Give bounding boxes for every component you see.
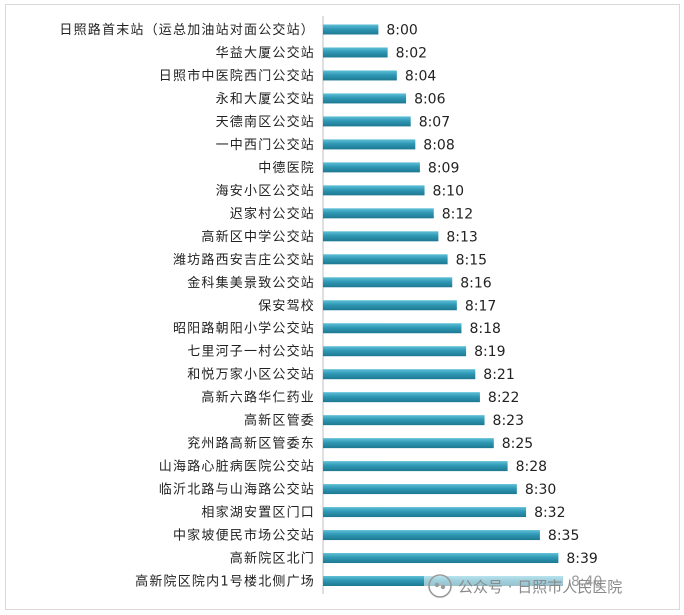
bar	[323, 530, 540, 541]
bar	[323, 70, 397, 81]
bar	[323, 116, 411, 127]
category-label: 兖州路高新区管委东	[187, 436, 315, 452]
bar	[323, 93, 407, 104]
data-label: 8:18	[469, 321, 500, 337]
category-label: 潍坊路西安吉庄公交站	[173, 252, 315, 268]
bar	[323, 392, 480, 403]
bar	[323, 47, 388, 58]
watermark: 公众号 · 日照市人民医院	[424, 573, 627, 599]
bar	[323, 346, 467, 357]
wechat-official-account-icon	[428, 574, 452, 598]
category-label: 高新区管委	[244, 413, 315, 429]
data-label: 8:21	[483, 367, 514, 383]
bar	[323, 323, 462, 334]
data-label: 8:30	[525, 482, 556, 498]
bar	[323, 162, 420, 173]
category-label: 七里河子一村公交站	[187, 344, 315, 360]
bar	[323, 139, 416, 150]
bar	[323, 553, 559, 564]
data-label: 8:17	[465, 298, 496, 314]
data-label: 8:32	[534, 505, 565, 521]
bar	[323, 438, 494, 449]
bar	[323, 461, 508, 472]
data-label: 8:22	[488, 390, 519, 406]
data-label: 8:28	[516, 459, 547, 475]
category-label: 临沂北路与山海路公交站	[159, 482, 315, 498]
category-label: 永和大厦公交站	[216, 91, 315, 107]
category-label: 中德医院	[258, 161, 315, 176]
category-label: 一中西门公交站	[216, 137, 315, 153]
category-label: 金科集美景致公交站	[187, 275, 315, 291]
category-label: 日照路首末站（运总加油站对面公交站）	[59, 22, 315, 38]
data-label: 8:39	[566, 551, 597, 567]
data-label: 8:16	[460, 275, 492, 291]
bar	[323, 185, 425, 196]
data-label: 8:09	[428, 160, 459, 176]
bar	[323, 277, 453, 288]
category-label: 高新区中学公交站	[201, 229, 315, 245]
category-label: 高新院区院内1号楼北侧广场	[135, 574, 315, 590]
category-label: 中家坡便民市场公交站	[173, 528, 315, 544]
data-label: 8:06	[414, 91, 446, 107]
data-label: 8:15	[456, 252, 487, 268]
category-label: 保安驾校	[258, 298, 315, 314]
category-label: 和悦万家小区公交站	[187, 367, 315, 383]
category-label: 华益大厦公交站	[216, 45, 315, 61]
bar	[323, 415, 485, 426]
data-label: 8:23	[493, 413, 524, 429]
bar	[323, 300, 457, 311]
data-label: 8:35	[548, 528, 579, 544]
category-label: 日照市中医院西门公交站	[159, 68, 315, 84]
data-label: 8:19	[474, 344, 505, 360]
bar	[323, 507, 527, 518]
watermark-text: 公众号 · 日照市人民医院	[458, 577, 623, 596]
category-label: 高新六路华仁药业	[201, 390, 315, 406]
data-label: 8:25	[502, 436, 533, 452]
data-label: 8:07	[419, 114, 450, 130]
data-label: 8:12	[442, 206, 473, 222]
data-label: 8:02	[396, 45, 427, 61]
data-label: 8:13	[446, 229, 477, 245]
chart-frame	[5, 4, 680, 610]
bar	[323, 24, 379, 35]
category-label: 山海路心脏病医院公交站	[159, 459, 315, 475]
bar	[323, 231, 439, 242]
category-label: 高新院区北门	[230, 551, 315, 567]
data-label: 8:04	[405, 68, 437, 84]
category-label: 昭阳路朝阳小学公交站	[173, 321, 315, 337]
category-label: 天德南区公交站	[216, 114, 315, 130]
category-label: 迟家村公交站	[230, 206, 315, 222]
bar	[323, 254, 448, 265]
bar	[323, 208, 434, 219]
data-label: 8:08	[423, 137, 454, 153]
data-label: 8:10	[433, 183, 464, 199]
data-label: 8:00	[386, 22, 417, 38]
bar	[323, 484, 517, 495]
category-label: 海安小区公交站	[216, 183, 315, 199]
bar	[323, 369, 476, 380]
category-label: 相家湖安置区门口	[201, 505, 315, 521]
